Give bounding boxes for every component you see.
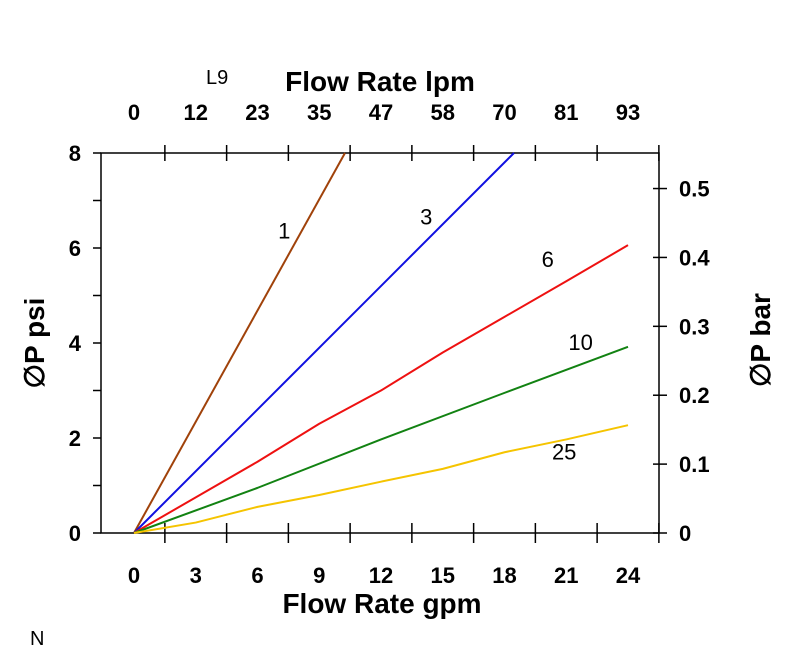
x2-tick-label: 35 xyxy=(307,100,331,125)
series-label-1: 1 xyxy=(278,219,290,244)
x2-tick-label: 23 xyxy=(245,100,269,125)
y2-tick-label: 0 xyxy=(679,521,691,546)
x-tick-label: 0 xyxy=(128,563,140,588)
y-tick-label: 0 xyxy=(69,521,81,546)
x-tick-label: 21 xyxy=(554,563,578,588)
series-line-10 xyxy=(133,345,629,534)
y-axis-title: ∅P psi xyxy=(19,298,50,389)
x-tick-label: 12 xyxy=(369,563,393,588)
y-tick-label: 6 xyxy=(69,236,81,261)
y2-tick-label: 0.4 xyxy=(679,245,710,270)
series-line-3 xyxy=(133,152,515,534)
x2-tick-label: 0 xyxy=(128,100,140,125)
series-label-10: 10 xyxy=(568,330,592,355)
corner-label-bottom: N xyxy=(30,628,44,650)
y2-axis-title: ∅P bar xyxy=(745,293,776,387)
y-tick-label: 4 xyxy=(69,331,82,356)
x2-tick-label: 81 xyxy=(554,100,578,125)
x2-tick-label: 58 xyxy=(431,100,455,125)
y2-tick-label: 0.2 xyxy=(679,383,710,408)
x-axis-title: Flow Rate gpm xyxy=(282,588,481,619)
corner-label-top: L9 xyxy=(206,67,228,89)
series-label-3: 3 xyxy=(420,204,432,229)
series-line-1 xyxy=(133,152,346,534)
series-line-25 xyxy=(133,424,629,534)
x2-axis-title: Flow Rate lpm xyxy=(285,66,475,97)
x-tick-label: 15 xyxy=(431,563,455,588)
x-tick-label: 24 xyxy=(616,563,641,588)
y-tick-label: 8 xyxy=(69,141,81,166)
series-label-6: 6 xyxy=(542,247,554,272)
x-tick-label: 3 xyxy=(190,563,202,588)
x-tick-label: 6 xyxy=(251,563,263,588)
x-tick-label: 9 xyxy=(313,563,325,588)
x-tick-label: 18 xyxy=(492,563,516,588)
series-line-6 xyxy=(133,244,629,534)
series-label-25: 25 xyxy=(552,439,576,464)
y2-tick-label: 0.1 xyxy=(679,452,710,477)
x2-tick-label: 47 xyxy=(369,100,393,125)
y2-tick-label: 0.5 xyxy=(679,177,710,202)
x2-tick-label: 70 xyxy=(492,100,516,125)
x2-tick-label: 12 xyxy=(184,100,208,125)
x2-tick-label: 93 xyxy=(616,100,640,125)
y-tick-label: 2 xyxy=(69,426,81,451)
y2-tick-label: 0.3 xyxy=(679,314,710,339)
